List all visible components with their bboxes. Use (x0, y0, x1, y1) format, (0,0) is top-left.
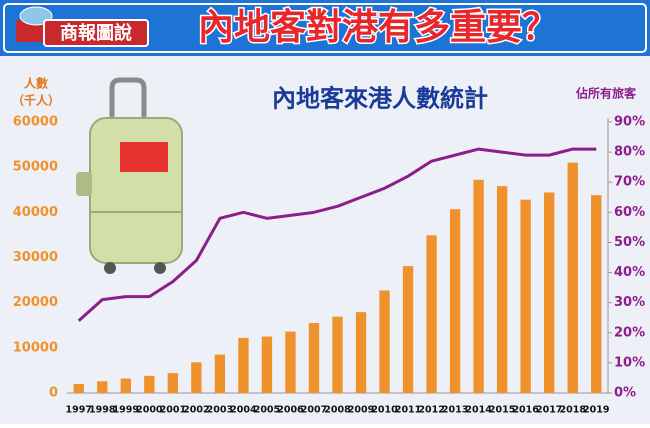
x-tick-label: 2014 (465, 405, 492, 416)
x-tick-label: 1997 (66, 405, 92, 416)
y2-tick-label: 70% (614, 175, 645, 190)
y2-axis-label: 佔所有旅客 (575, 86, 637, 101)
x-tick-label: 2002 (183, 405, 209, 416)
y-tick-label: 60000 (13, 115, 58, 130)
bar (97, 381, 108, 393)
bar (426, 235, 437, 393)
y2-tick-label: 0% (614, 386, 636, 401)
x-tick-label: 2017 (536, 405, 562, 416)
bar (285, 331, 296, 393)
y-tick-label: 40000 (13, 205, 58, 220)
bar (591, 195, 602, 393)
bar (520, 199, 531, 393)
bar (402, 266, 414, 393)
x-tick-label: 2010 (371, 405, 398, 416)
logo-text: 商報圖說 (60, 22, 132, 44)
x-tick-label: 2006 (277, 405, 304, 416)
x-tick-label: 2007 (301, 405, 327, 416)
y-axis-label: （千人） (12, 93, 60, 108)
x-tick-label: 2008 (324, 405, 351, 416)
y2-tick-label: 40% (614, 265, 645, 280)
x-tick-label: 2003 (207, 405, 233, 416)
bar (73, 383, 84, 393)
bar (332, 316, 343, 393)
bar (473, 179, 484, 393)
bar (308, 322, 320, 393)
x-tick-label: 2000 (136, 405, 163, 416)
y-axis-label: 人數 (24, 76, 48, 91)
x-tick-label: 2013 (442, 405, 468, 416)
bar (379, 290, 390, 393)
x-tick-label: 2019 (583, 405, 609, 416)
x-tick-label: 2012 (418, 405, 444, 416)
y-tick-label: 30000 (13, 250, 58, 265)
x-tick-label: 2018 (559, 405, 586, 416)
y2-tick-label: 60% (614, 205, 645, 220)
bar (567, 162, 578, 393)
bar (144, 375, 155, 393)
y2-tick-label: 20% (614, 325, 645, 340)
y2-tick-label: 30% (614, 295, 645, 310)
x-tick-label: 1998 (89, 405, 116, 416)
y2-tick-label: 80% (614, 145, 645, 160)
y-tick-label: 20000 (13, 295, 58, 310)
bar (496, 186, 508, 393)
x-tick-label: 2011 (395, 405, 421, 416)
x-tick-label: 1999 (113, 405, 139, 416)
header-title: 內地客對港有多重要？ (198, 7, 558, 48)
bar (214, 354, 226, 393)
logo-box (43, 19, 149, 47)
header-frame (3, 3, 647, 53)
x-tick-label: 2009 (348, 405, 374, 416)
chart-title: 內地客來港人數統計 (272, 84, 488, 113)
y2-tick-label: 50% (614, 235, 645, 250)
y-tick-label: 0 (49, 386, 58, 401)
x-tick-label: 2015 (489, 405, 515, 416)
y-tick-label: 10000 (13, 340, 58, 355)
bar (261, 336, 273, 393)
bar (449, 209, 461, 393)
bar (167, 373, 179, 393)
y-tick-label: 50000 (13, 160, 58, 175)
suitcase (76, 77, 183, 274)
line (77, 147, 597, 322)
bar (120, 378, 131, 393)
bar (191, 362, 202, 393)
bar (355, 312, 367, 393)
y2-tick-label: 90% (614, 115, 645, 130)
bar (544, 192, 555, 393)
bar (238, 337, 249, 393)
y2-tick-label: 10% (614, 355, 645, 370)
x-tick-label: 2004 (230, 405, 257, 416)
x-tick-label: 2001 (160, 405, 186, 416)
x-tick-label: 2005 (254, 405, 280, 416)
x-tick-label: 2016 (512, 405, 539, 416)
